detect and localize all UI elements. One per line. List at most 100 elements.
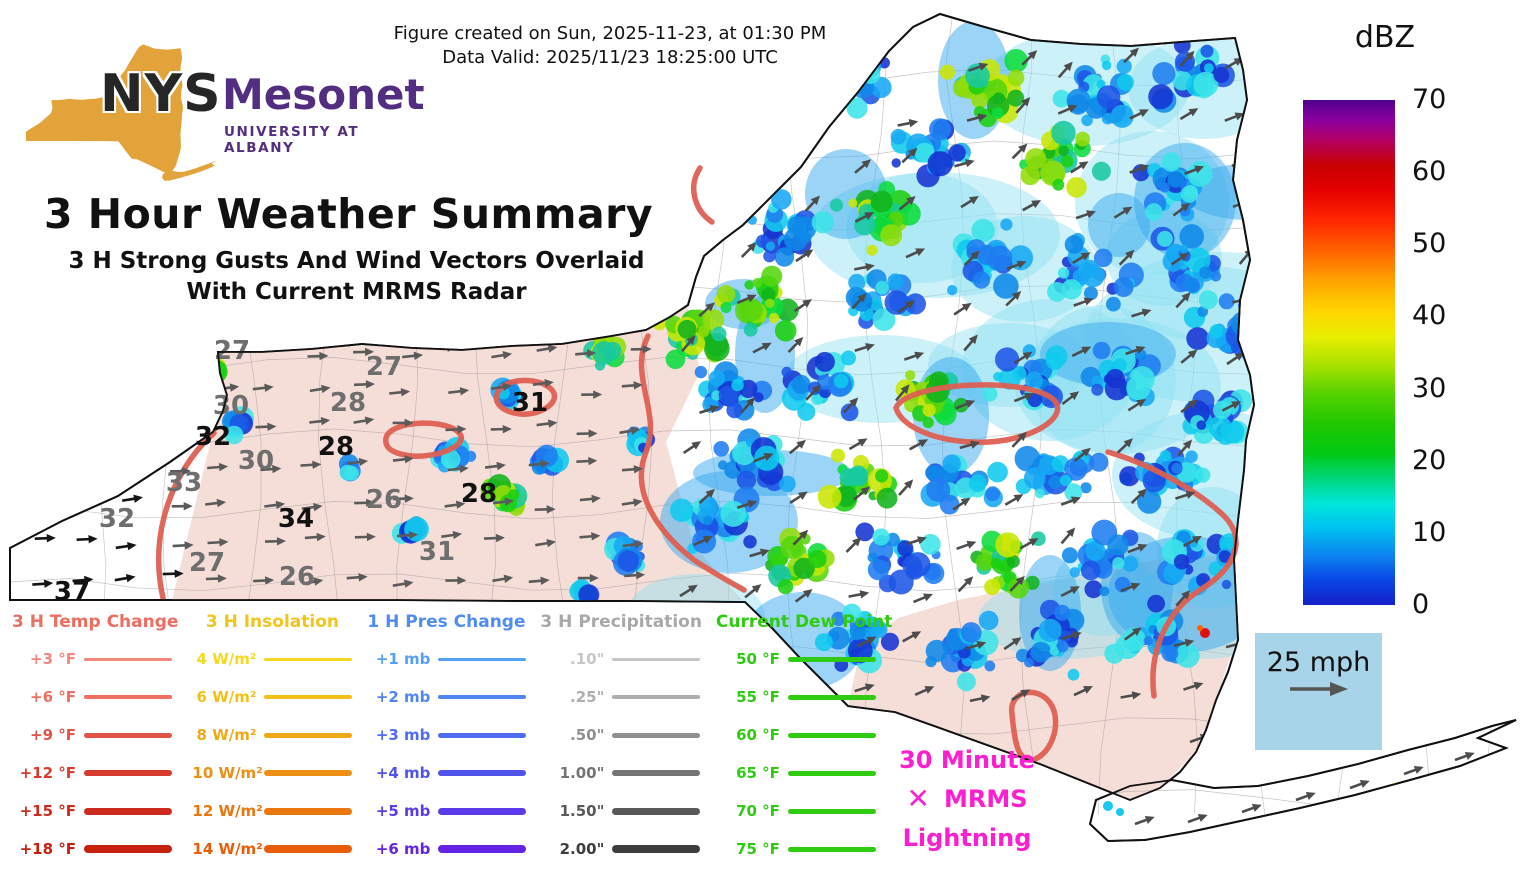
legend-row-label: 50 °F xyxy=(736,650,780,668)
legend-column: 3 H Precipitation .10" .25" .50" 1.00" 1.50" 2… xyxy=(540,612,702,868)
contour-line xyxy=(383,420,464,459)
legend-row-line xyxy=(787,656,876,662)
figure-title: 3 Hour Weather Summary xyxy=(44,190,654,238)
wind-vector-arrow xyxy=(898,195,916,211)
nys-mesonet-logo: NYS Mesonet UNIVERSITY AT ALBANY xyxy=(26,10,425,181)
wind-vector-arrow xyxy=(121,494,143,503)
wind-vector-arrow xyxy=(34,534,56,543)
legend-row-label: 2.00" xyxy=(559,840,605,858)
wind-vector-arrow xyxy=(492,497,514,506)
wind-vector-arrow xyxy=(1013,392,1034,403)
wind-vector-arrow xyxy=(959,440,981,450)
wind-vector-arrow xyxy=(1011,143,1028,160)
legend-row-label: 12 W/m² xyxy=(192,802,263,820)
wind-vector-arrow xyxy=(789,491,808,504)
wind-vector-arrow xyxy=(679,584,698,598)
wind-vector-arrow xyxy=(793,299,812,313)
legend-row-label: +9 °F xyxy=(30,726,76,744)
wind-vector-arrow xyxy=(1060,527,1076,545)
wind-vector-arrow xyxy=(389,388,411,397)
legend-row-label: +3 mb xyxy=(375,726,431,744)
legend-row-line xyxy=(84,770,172,776)
wind-vector-arrow xyxy=(1011,431,1027,448)
wind-vector-arrow xyxy=(532,379,554,388)
legend-column-title: Current Dew Point xyxy=(715,612,893,632)
wind-vector-arrow xyxy=(842,397,859,414)
wind-vector-arrow xyxy=(302,577,324,586)
overlay-legend: 3 H Temp Change +3 °F +6 °F +9 °F +12 °F +15 … xyxy=(12,612,892,868)
reference-wind-arrow-icon xyxy=(1289,682,1348,696)
legend-row-line xyxy=(84,732,172,738)
wind-vector-arrow xyxy=(576,429,598,438)
wind-vector-arrow xyxy=(1221,401,1242,412)
legend-row: 6 W/m² xyxy=(192,678,353,716)
gust-label: 27 xyxy=(366,352,402,382)
wind-vector-arrow xyxy=(1060,586,1080,598)
wind-vector-arrow xyxy=(624,571,646,580)
gust-label: 32 xyxy=(99,504,135,534)
legend-row-line xyxy=(787,808,876,814)
legend-row: 1.50" xyxy=(540,792,702,830)
wind-vector-arrow xyxy=(1172,202,1191,217)
wind-vector-arrow xyxy=(1011,689,1031,701)
wind-vector-arrow xyxy=(447,464,469,474)
wind-vectors xyxy=(32,47,1475,826)
legend-row-label: .10" xyxy=(570,650,605,668)
legend-row-line xyxy=(84,657,172,661)
legend-row: +1 mb xyxy=(366,640,527,678)
legend-column-title: 3 H Precipitation xyxy=(540,612,702,632)
subtitle-line-2: With Current MRMS Radar xyxy=(186,279,527,306)
wind-reference-label: 25 mph xyxy=(1266,647,1371,678)
legend-row: 60 °F xyxy=(716,716,892,754)
legend-row-line xyxy=(438,770,527,776)
wind-vector-arrow xyxy=(908,439,929,451)
legend-column: 3 H Temp Change +3 °F +6 °F +9 °F +12 °F +15 … xyxy=(12,612,178,868)
wind-vector-arrow xyxy=(1124,627,1142,641)
legend-row: +18 °F xyxy=(12,830,178,868)
wind-vector-arrow xyxy=(965,641,987,650)
wind-vector-arrow xyxy=(698,302,715,318)
gust-label: 30 xyxy=(238,446,274,476)
legend-row-line xyxy=(612,695,701,699)
wind-vector-arrow xyxy=(1177,439,1193,457)
legend-row-label: .25" xyxy=(570,688,605,706)
wind-vector-arrow xyxy=(445,425,467,434)
legend-column: Current Dew Point 50 °F 55 °F 60 °F 65 °F 70 … xyxy=(716,612,892,868)
wind-vector-arrow xyxy=(853,486,871,501)
contour-line xyxy=(638,333,747,593)
legend-row-line xyxy=(438,695,527,699)
wind-vector-arrow xyxy=(1113,206,1133,219)
wind-vector-arrow xyxy=(441,530,463,540)
lightning-x-icon: ✕ xyxy=(906,782,930,815)
wind-vector-arrow xyxy=(914,686,935,696)
wind-vector-arrow xyxy=(301,502,323,512)
legend-row-label: 65 °F xyxy=(736,764,780,782)
wind-vector-arrow xyxy=(1129,164,1150,174)
wind-vector-arrow xyxy=(1073,686,1093,697)
colorbar-tick: 10 xyxy=(1412,516,1447,548)
wind-vector-arrow xyxy=(805,384,821,401)
colorbar-tick: 30 xyxy=(1412,372,1447,404)
wind-vector-arrow xyxy=(402,351,424,361)
wind-vector-arrow xyxy=(1073,297,1094,307)
legend-row: 70 °F xyxy=(716,792,892,830)
gust-label: 26 xyxy=(366,485,402,515)
wind-vector-arrow xyxy=(1180,399,1198,414)
wind-vector-arrow xyxy=(960,196,979,209)
wind-vector-arrow xyxy=(795,249,814,263)
wind-vector-arrow xyxy=(353,347,375,357)
legend-row-line xyxy=(787,770,876,776)
logo-nys-text: NYS xyxy=(100,64,222,124)
wind-vector-arrow xyxy=(854,159,872,174)
legend-row: +2 mb xyxy=(366,678,527,716)
wind-vector-arrow xyxy=(1071,346,1092,358)
wind-vector-arrow xyxy=(1120,582,1141,593)
wind-vector-arrow xyxy=(749,548,770,558)
wind-vector-arrow xyxy=(740,396,756,414)
wind-vector-arrow xyxy=(1057,61,1073,79)
legend-row-line xyxy=(264,807,353,815)
legend-row: +12 °F xyxy=(12,754,178,792)
wind-vector-arrow xyxy=(854,683,875,693)
legend-row-label: +18 °F xyxy=(19,840,76,858)
